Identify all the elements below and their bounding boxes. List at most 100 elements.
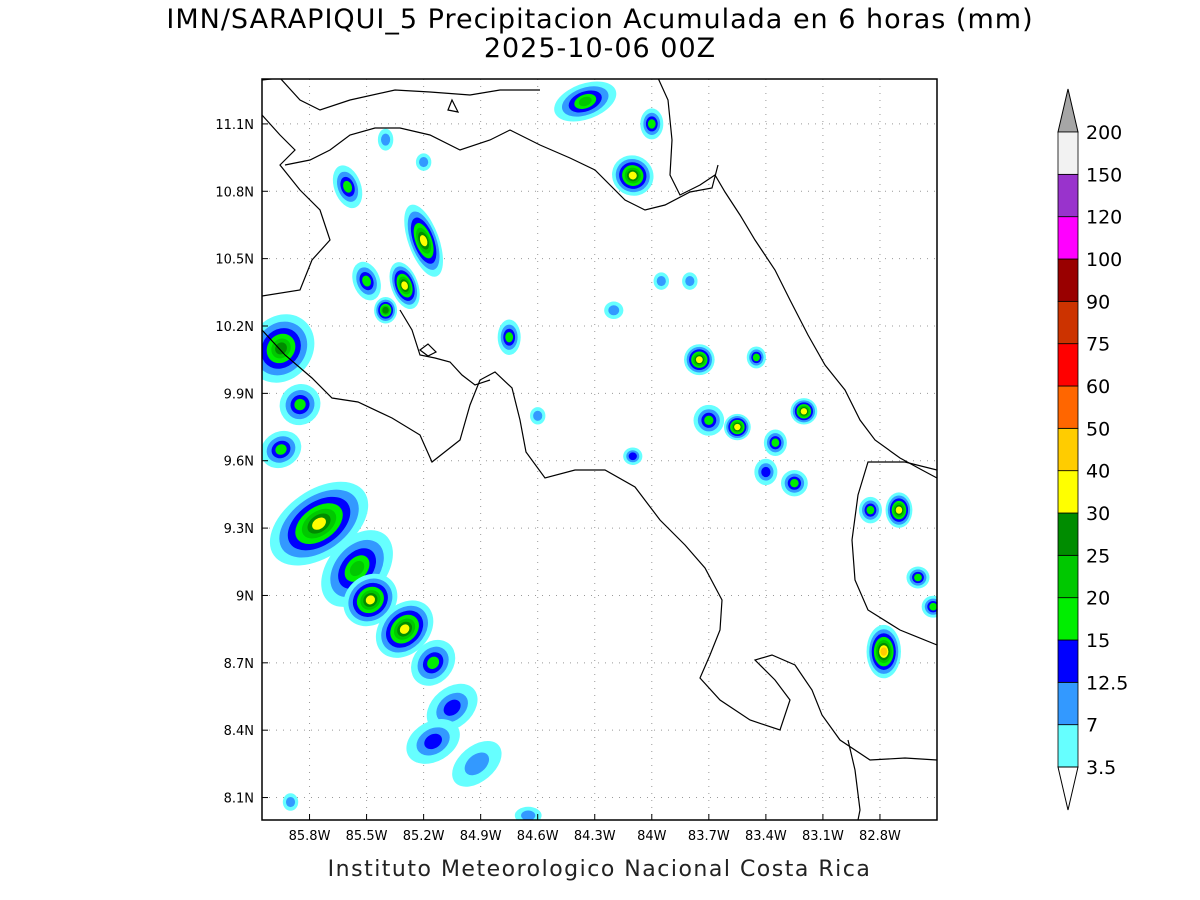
precip-contour <box>424 733 443 750</box>
x-tick-label: 84.9W <box>460 829 502 844</box>
precip-cell <box>377 128 394 151</box>
caribbean-coastline <box>657 79 937 479</box>
colorbar-swatch <box>1057 300 1079 345</box>
longitude-axis: 85.8W 85.5W 85.2W 84.9W 84.6W 84.3W 84W 83.7W 83… <box>289 814 901 844</box>
precip-contour <box>312 517 326 530</box>
colorbar-over-arrow <box>1057 88 1079 133</box>
y-tick-label: 8.4N <box>224 724 254 739</box>
precip-cell <box>389 262 420 310</box>
x-tick-label: 84W <box>637 829 667 844</box>
precip-contour <box>443 699 461 716</box>
precip-cell <box>282 793 299 811</box>
precip-contour <box>294 398 306 411</box>
precip-cell <box>653 272 669 290</box>
precip-cell <box>866 624 901 679</box>
colorbar-swatch <box>1057 724 1079 768</box>
precip-cell <box>404 204 443 277</box>
colorbar-swatch <box>1057 681 1079 726</box>
precip-cell <box>885 492 913 528</box>
precip-contour <box>695 356 703 364</box>
y-tick-label: 8.7N <box>224 657 254 672</box>
y-tick-label: 10.8N <box>215 185 254 200</box>
colorbar-label: 120 <box>1086 207 1122 229</box>
precip-cell <box>554 81 617 122</box>
precip-contour <box>771 438 780 447</box>
precip-cell <box>763 429 787 456</box>
precip-contour <box>752 353 760 362</box>
precip-cell <box>262 314 315 383</box>
precip-contour <box>362 275 372 287</box>
precip-cell <box>693 404 725 436</box>
precip-contour <box>349 560 365 577</box>
colorbar-label: 15 <box>1086 630 1110 652</box>
y-tick-label: 9.3N <box>224 522 254 537</box>
small-island <box>447 98 460 113</box>
colorbar-label: 90 <box>1086 291 1110 313</box>
precip-contour <box>275 444 287 455</box>
precip-contour <box>685 276 695 287</box>
precip-contour <box>656 276 666 287</box>
x-tick-label: 82.8W <box>859 829 901 844</box>
colorbar-swatch <box>1057 258 1079 302</box>
colorbar-label: 100 <box>1086 249 1122 271</box>
precip-contour <box>929 602 937 611</box>
precip-cell <box>343 573 398 627</box>
precip-cell <box>604 301 624 320</box>
panama-border <box>851 461 937 646</box>
precip-cell <box>332 165 363 209</box>
precip-cell <box>411 639 456 686</box>
colorbar-under-arrow <box>1057 766 1079 811</box>
precip-contour <box>427 656 440 669</box>
precip-cell <box>858 496 882 524</box>
y-tick-label: 9.6N <box>224 455 254 470</box>
colorbar-label: 50 <box>1086 418 1110 440</box>
precip-contour <box>628 452 637 461</box>
precip-contour <box>578 96 592 107</box>
precip-contour <box>647 119 656 129</box>
precip-cell <box>374 297 398 324</box>
precip-cell <box>406 718 460 764</box>
y-tick-label: 10.5N <box>215 253 254 268</box>
latitude-axis: 11.1N 10.8N 10.5N 10.2N 9.9N 9.6N 9.3N 9N 8.7N 8.… <box>215 118 268 807</box>
precip-cell <box>530 407 546 425</box>
santa-elena-peninsula <box>262 114 331 297</box>
colorbar-swatch <box>1057 639 1079 683</box>
chira-island <box>419 343 438 357</box>
precip-cell <box>612 155 654 196</box>
precip-cell <box>415 153 432 171</box>
precip-contour <box>704 415 714 425</box>
y-tick-label: 10.2N <box>215 320 254 335</box>
grid-lines <box>262 79 937 820</box>
south-panama-coast <box>847 739 861 820</box>
y-tick-label: 8.1N <box>224 792 254 807</box>
colorbar-swatch <box>1057 343 1079 387</box>
precip-contour <box>761 466 771 478</box>
precip-cell <box>754 458 778 486</box>
precip-contour <box>866 505 875 515</box>
colorbar-swatch <box>1057 173 1079 218</box>
precip-contour <box>628 171 637 180</box>
precip-contour <box>343 180 353 193</box>
x-tick-label: 84.6W <box>517 829 559 844</box>
plot-frame <box>261 78 938 821</box>
precip-contour <box>800 408 808 415</box>
precip-cell <box>906 566 930 589</box>
colorbar-swatch <box>1057 131 1079 175</box>
y-tick-label: 9.9N <box>224 387 254 402</box>
precip-contour <box>382 306 389 314</box>
colorbar-swatch <box>1057 385 1079 429</box>
precip-contour <box>914 573 922 582</box>
colorbar-swatch <box>1057 216 1079 260</box>
x-tick-label: 83.4W <box>745 829 787 844</box>
precip-cell <box>921 595 937 618</box>
precip-cell <box>723 413 751 441</box>
precip-contour <box>365 595 375 605</box>
colorbar-label: 12.5 <box>1086 672 1128 694</box>
precip-cell <box>262 430 302 469</box>
precip-cell <box>684 344 715 376</box>
precip-contour <box>880 647 888 656</box>
colorbar-legend: 3.5 7 12.5 15 20 25 30 40 50 60 75 90 100 120 150 200 <box>1057 88 1128 811</box>
coastlines-borders <box>262 79 937 820</box>
colorbar-label: 3.5 <box>1086 757 1116 779</box>
precip-contour <box>734 423 741 431</box>
